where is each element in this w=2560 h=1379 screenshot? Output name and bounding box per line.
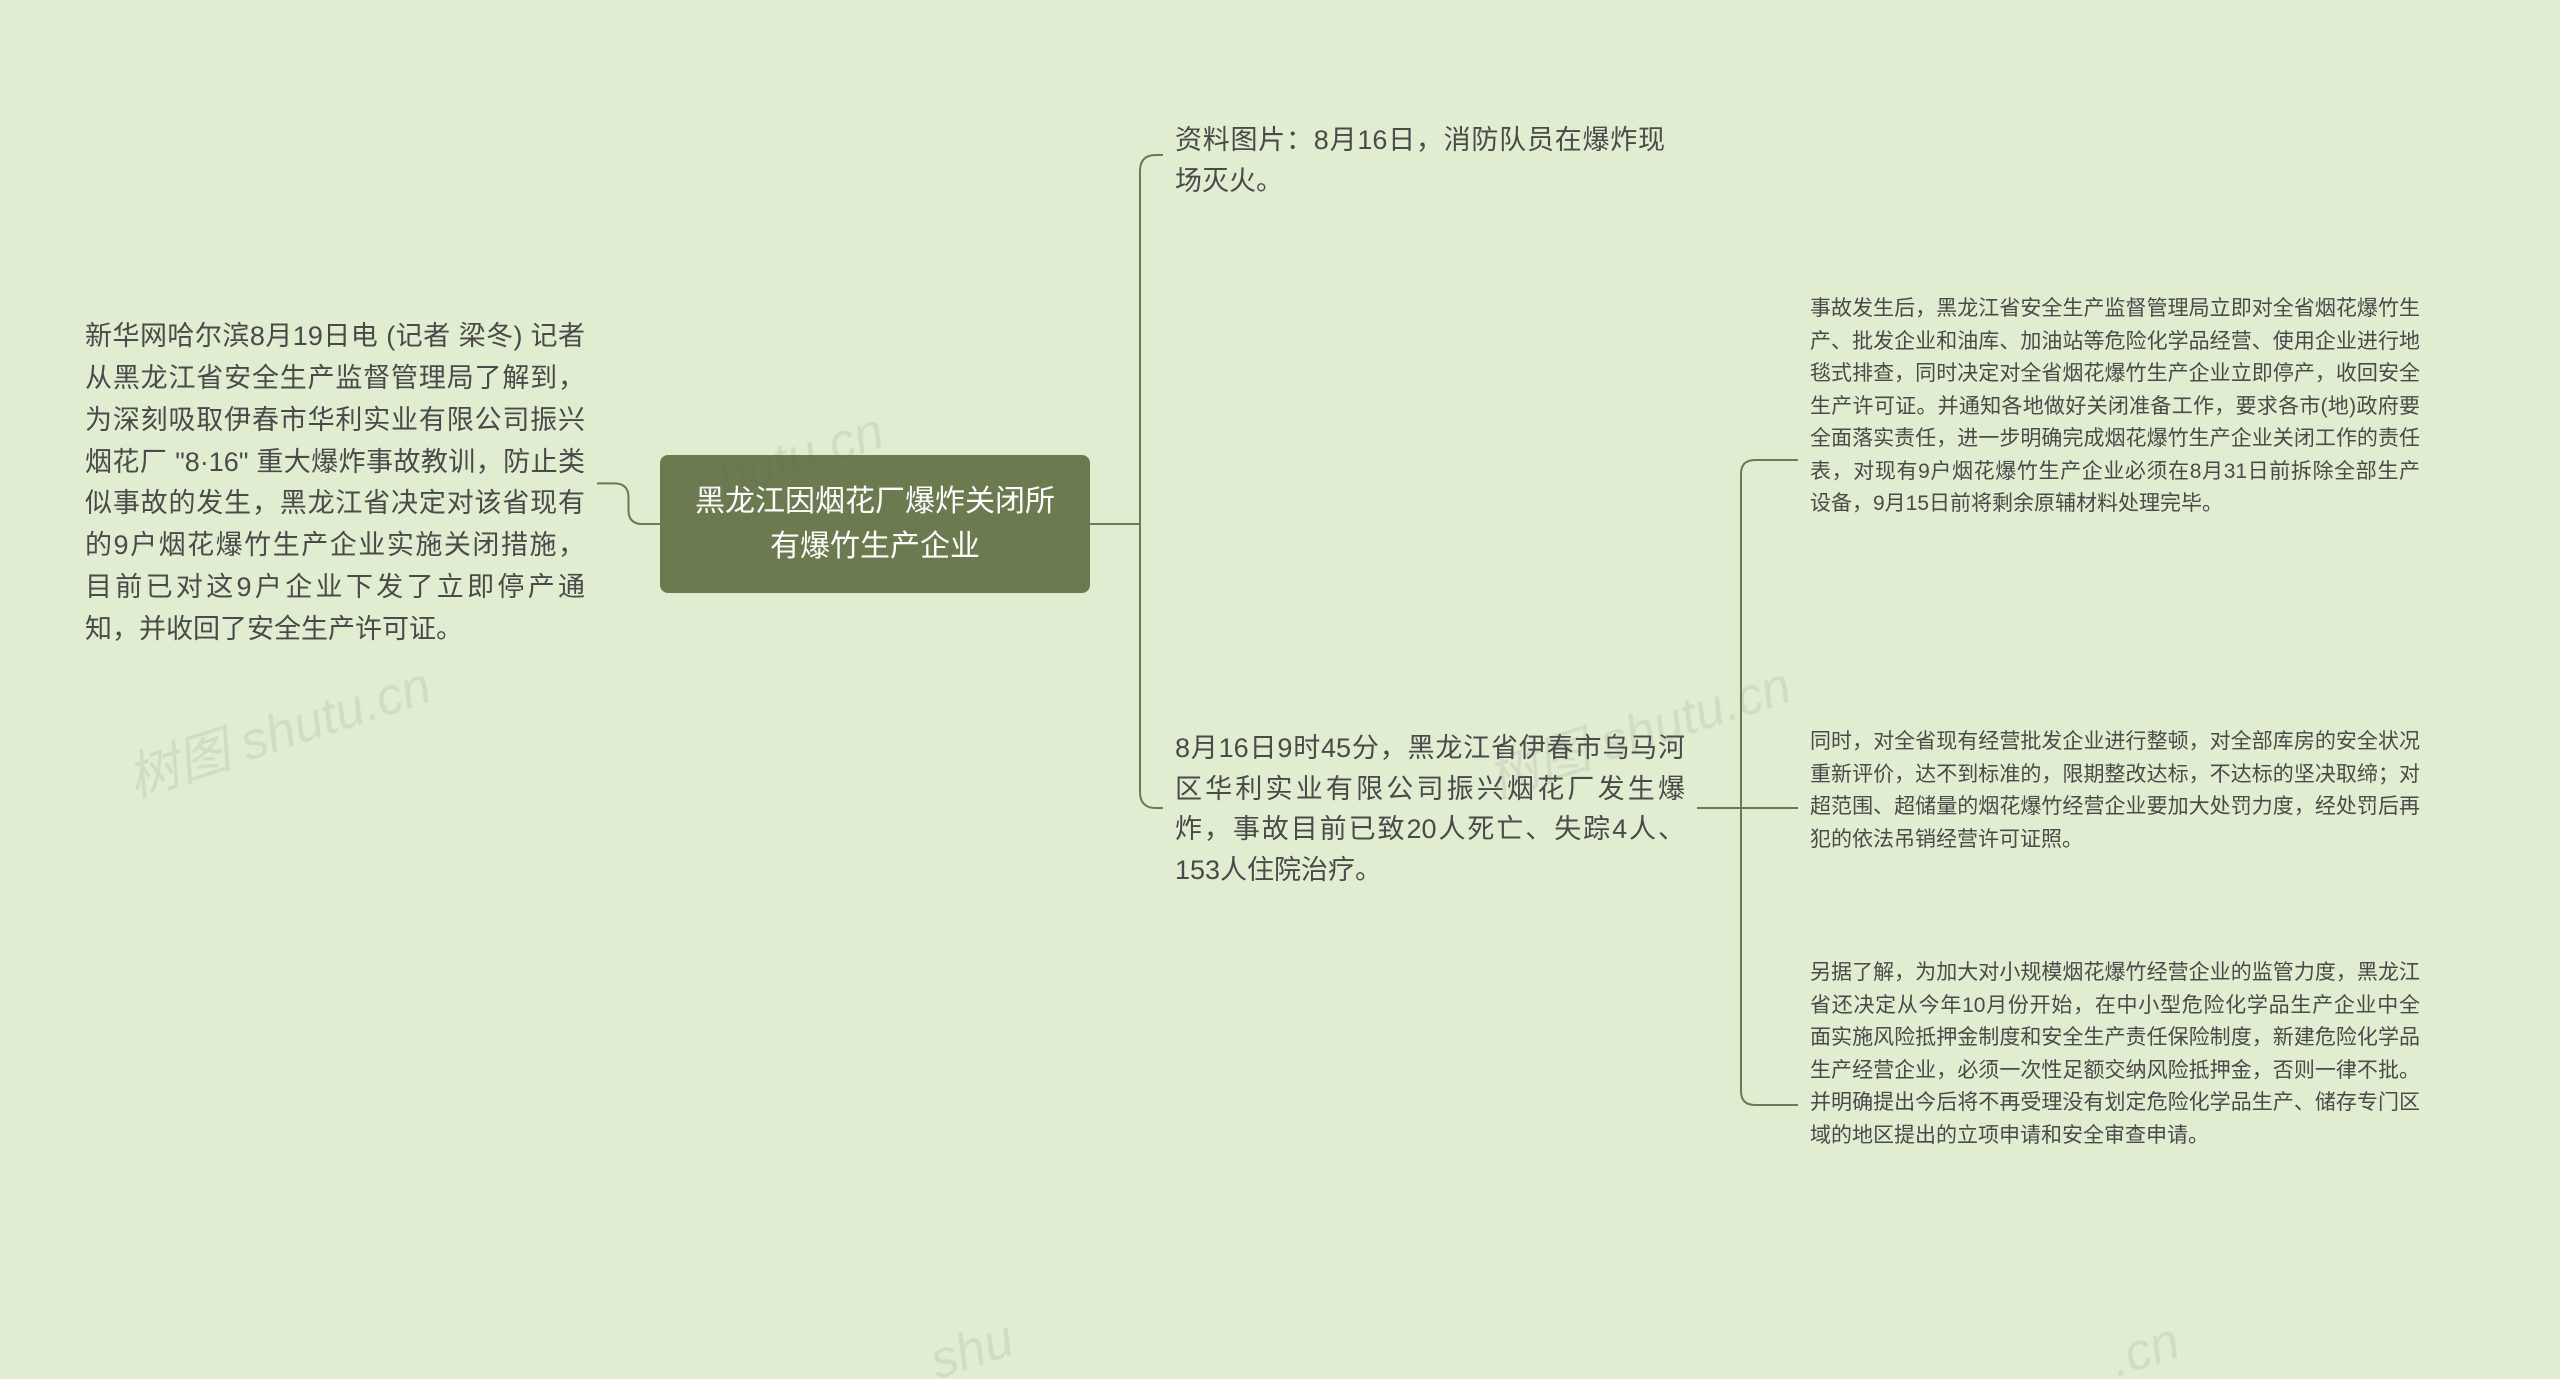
grandchild-node-1-1: 同时，对全省现有经营批发企业进行整顿，对全部库房的安全状况重新评价，达不到标准的…: [1810, 726, 2420, 856]
watermark-4: .cn: [2102, 1311, 2187, 1379]
watermark-0: 树图 shutu.cn: [116, 643, 439, 812]
child-node-1: 8月16日9时45分，黑龙江省伊春市乌马河区华利实业有限公司振兴烟花厂发生爆炸，…: [1175, 728, 1685, 890]
left-node: 新华网哈尔滨8月19日电 (记者 梁冬) 记者从黑龙江省安全生产监督管理局了解到…: [85, 316, 585, 651]
root-node: 黑龙江因烟花厂爆炸关闭所有爆竹生产企业: [660, 455, 1090, 593]
connector-layer: [0, 0, 2560, 1379]
grandchild-node-1-2: 另据了解，为加大对小规模烟花爆竹经营企业的监管力度，黑龙江省还决定从今年10月份…: [1810, 957, 2420, 1152]
grandchild-node-1-0: 事故发生后，黑龙江省安全生产监督管理局立即对全省烟花爆竹生产、批发企业和油库、加…: [1810, 293, 2420, 521]
child-node-0: 资料图片：8月16日，消防队员在爆炸现场灭火。: [1175, 120, 1665, 201]
watermark-3: shu: [923, 1309, 1021, 1379]
